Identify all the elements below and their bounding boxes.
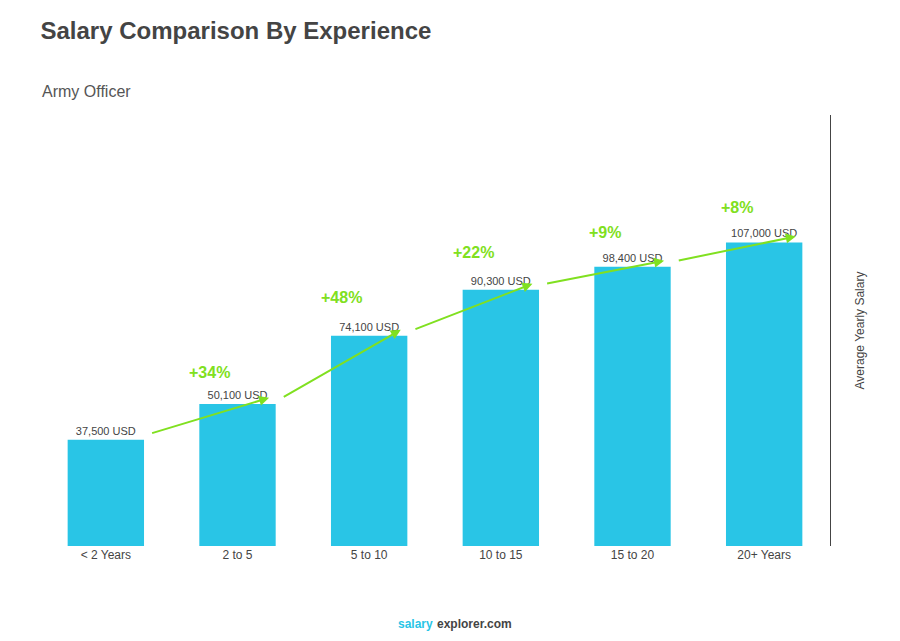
svg-text:Average Yearly Salary: Average Yearly Salary xyxy=(853,272,867,390)
svg-text:+9%: +9% xyxy=(589,224,621,241)
svg-text:20+ Years: 20+ Years xyxy=(737,548,791,562)
svg-text:< 2 Years: < 2 Years xyxy=(81,548,131,562)
svg-text:74,100 USD: 74,100 USD xyxy=(339,321,399,333)
svg-text:107,000 USD: 107,000 USD xyxy=(731,227,797,239)
svg-text:explorer.com: explorer.com xyxy=(437,617,512,631)
svg-text:2 to 5: 2 to 5 xyxy=(222,548,252,562)
svg-text:15 to 20: 15 to 20 xyxy=(611,548,655,562)
svg-text:+48%: +48% xyxy=(321,289,362,306)
svg-text:salary: salary xyxy=(398,617,433,631)
svg-text:10 to 15: 10 to 15 xyxy=(479,548,523,562)
svg-text:+22%: +22% xyxy=(453,244,494,261)
svg-text:+34%: +34% xyxy=(189,364,230,381)
svg-text:90,300 USD: 90,300 USD xyxy=(471,275,531,287)
svg-text:37,500 USD: 37,500 USD xyxy=(76,425,136,437)
svg-text:98,400 USD: 98,400 USD xyxy=(603,252,663,264)
svg-text:5 to 10: 5 to 10 xyxy=(351,548,388,562)
svg-text:50,100 USD: 50,100 USD xyxy=(208,389,268,401)
svg-text:Salary Comparison By Experienc: Salary Comparison By Experience xyxy=(41,17,432,44)
svg-text:Army Officer: Army Officer xyxy=(42,83,131,100)
svg-text:+8%: +8% xyxy=(721,199,753,216)
